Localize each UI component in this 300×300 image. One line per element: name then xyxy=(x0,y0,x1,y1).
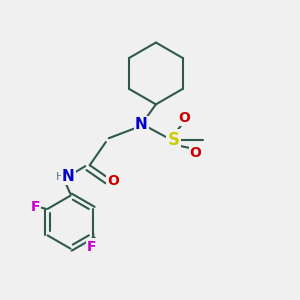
Text: O: O xyxy=(107,174,119,188)
Text: S: S xyxy=(168,131,180,149)
Text: O: O xyxy=(190,146,202,160)
Text: N: N xyxy=(135,118,148,133)
Text: O: O xyxy=(178,111,190,124)
Text: F: F xyxy=(87,240,97,254)
Text: N: N xyxy=(62,169,74,184)
Text: H: H xyxy=(56,172,64,182)
Text: F: F xyxy=(30,200,40,214)
